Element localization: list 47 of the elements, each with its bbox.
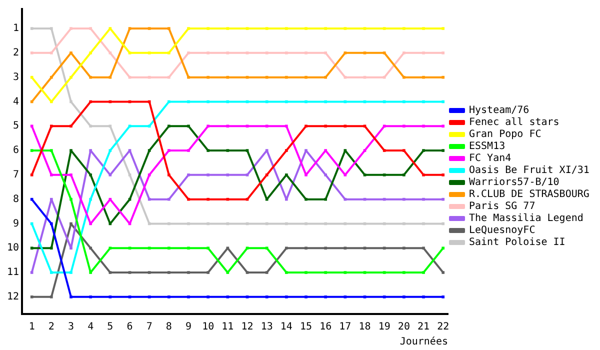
legend-label: The Massilia Legend xyxy=(469,213,584,224)
x-tick-label: 16 xyxy=(320,322,332,333)
y-tick-label: 7 xyxy=(13,170,20,181)
y-tick-label: 12 xyxy=(6,292,20,303)
legend-label: Hysteam/76 xyxy=(469,105,530,116)
legend-label: Gran Popo FC xyxy=(469,129,542,140)
x-tick-label: 22 xyxy=(437,322,450,333)
x-tick-label: 19 xyxy=(378,322,390,333)
y-tick-label: 1 xyxy=(13,23,20,34)
x-axis-title: Journées xyxy=(400,336,448,348)
x-tick-label: 18 xyxy=(358,322,371,333)
x-tick-label: 20 xyxy=(398,322,410,333)
x-tick-label: 9 xyxy=(185,322,192,333)
x-tick-label: 4 xyxy=(88,322,94,333)
y-tick-label: 10 xyxy=(6,242,20,254)
x-tick-label: 11 xyxy=(222,322,234,333)
legend-label: Oasis Be Fruit XI/31 xyxy=(469,165,590,176)
x-tick-label: 1 xyxy=(28,322,35,333)
x-tick-label: 2 xyxy=(48,322,54,333)
y-tick-label: 9 xyxy=(13,218,20,230)
legend-label: FC Yan4 xyxy=(469,153,512,164)
legend-label: R.CLUB DE STRASBOURG xyxy=(469,189,590,200)
y-tick-label: 8 xyxy=(13,194,20,205)
y-tick-label: 5 xyxy=(13,120,20,132)
x-tick-label: 7 xyxy=(146,322,152,333)
x-tick-label: 8 xyxy=(166,322,172,333)
legend-label: Paris SG 77 xyxy=(469,201,536,212)
x-tick-label: 10 xyxy=(202,322,214,333)
x-tick-label: 21 xyxy=(417,322,430,333)
y-tick-label: 4 xyxy=(13,96,20,108)
x-tick-label: 3 xyxy=(68,322,74,333)
x-tick-label: 15 xyxy=(300,322,312,333)
y-tick-label: 6 xyxy=(13,145,20,156)
x-tick-label: 14 xyxy=(280,322,292,333)
legend-label: ESSM13 xyxy=(469,141,506,152)
legend-label: Fenec all stars xyxy=(469,117,560,128)
x-tick-label: 17 xyxy=(339,322,352,333)
x-tick-label: 12 xyxy=(241,322,254,333)
x-tick-label: 6 xyxy=(126,322,133,333)
y-tick-label: 3 xyxy=(13,72,20,83)
x-tick-label: 5 xyxy=(107,322,114,333)
legend-label: Saint Poloise II xyxy=(469,237,566,248)
x-tick-label: 13 xyxy=(260,322,273,333)
y-tick-label: 11 xyxy=(6,267,20,278)
y-tick-label: 2 xyxy=(13,48,20,59)
legend-label: LeQuesnoyFC xyxy=(469,225,536,236)
legend-label: Warriors57-B/10 xyxy=(469,177,560,188)
